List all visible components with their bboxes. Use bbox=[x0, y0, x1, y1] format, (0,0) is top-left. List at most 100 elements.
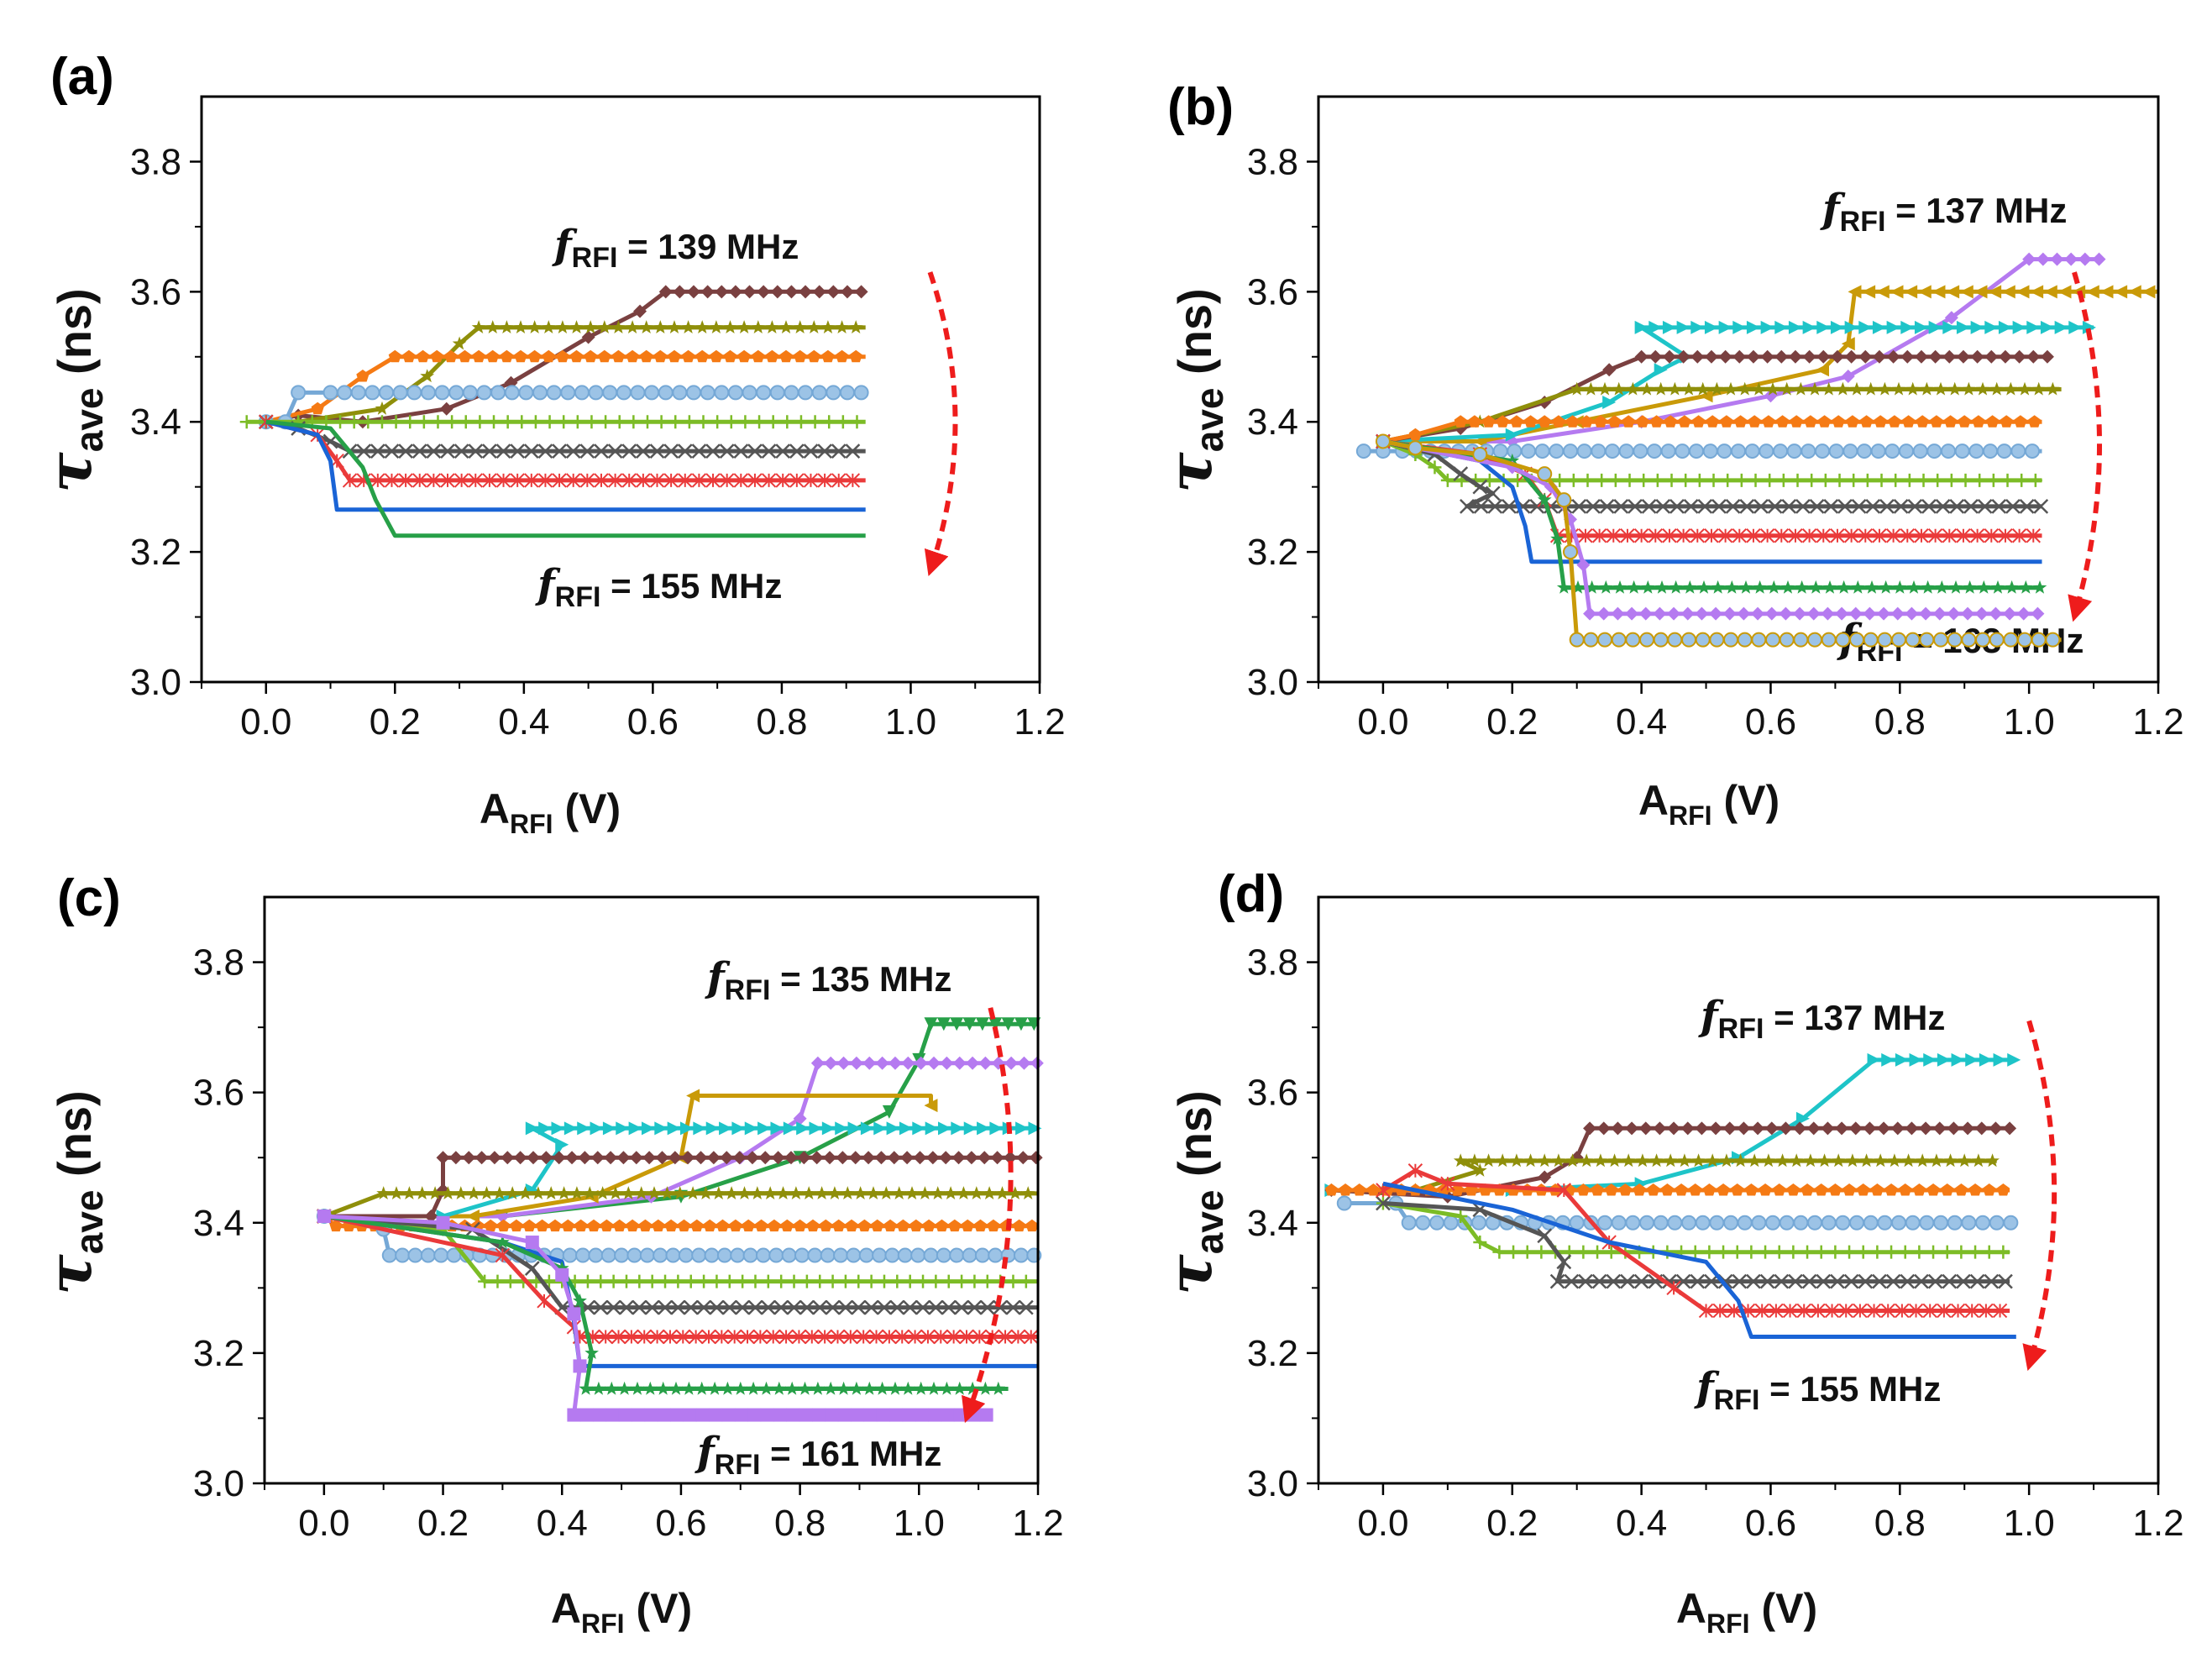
data-point-marker bbox=[1877, 1121, 1891, 1136]
data-point-marker bbox=[838, 1299, 853, 1315]
data-point-marker bbox=[1973, 473, 1987, 487]
data-point-marker bbox=[484, 1219, 497, 1232]
data-point-marker bbox=[768, 1219, 781, 1232]
data-point-marker bbox=[1553, 473, 1567, 487]
data-point-marker bbox=[1680, 606, 1695, 621]
data-point-marker bbox=[1838, 1303, 1853, 1319]
x-tick-label: 1.2 bbox=[2132, 701, 2183, 743]
data-point-marker bbox=[849, 1381, 864, 1395]
data-point-marker bbox=[699, 1186, 713, 1199]
data-point-marker bbox=[439, 401, 453, 416]
data-point-marker bbox=[1895, 1052, 1909, 1067]
data-point-marker bbox=[518, 385, 534, 401]
data-point-marker bbox=[1807, 381, 1822, 396]
data-point-marker bbox=[495, 473, 511, 488]
data-point-marker bbox=[1901, 1153, 1916, 1168]
y-tick-label: 3.0 bbox=[1247, 1463, 1298, 1504]
data-point-marker bbox=[526, 1151, 540, 1165]
data-point-marker bbox=[1937, 1052, 1951, 1067]
data-point-marker bbox=[587, 1219, 600, 1232]
data-point-marker bbox=[733, 443, 749, 459]
data-point-marker bbox=[1794, 381, 1808, 396]
data-point-marker bbox=[528, 349, 542, 363]
data-point-marker bbox=[1867, 1052, 1881, 1067]
data-point-marker bbox=[763, 1186, 778, 1199]
data-point-marker bbox=[755, 1219, 768, 1232]
data-point-marker bbox=[876, 1408, 890, 1422]
data-point-marker bbox=[574, 385, 590, 401]
data-point-marker bbox=[1695, 632, 1711, 648]
data-point-marker bbox=[1549, 443, 1565, 459]
data-point-marker bbox=[918, 1186, 932, 1199]
data-point-marker bbox=[863, 1408, 878, 1422]
data-point-marker bbox=[875, 1056, 889, 1070]
x-axis-title: ARFI (V) bbox=[1676, 1585, 1817, 1639]
data-point-marker bbox=[522, 1219, 536, 1232]
data-point-marker bbox=[1803, 1153, 1818, 1168]
data-point-marker bbox=[1841, 337, 1855, 351]
data-point-marker bbox=[1556, 1254, 1572, 1270]
data-point-marker bbox=[1886, 349, 1900, 364]
data-point-marker bbox=[1597, 1215, 1613, 1231]
data-point-marker bbox=[626, 1247, 642, 1263]
data-point-marker bbox=[786, 1299, 802, 1315]
data-point-marker bbox=[721, 1299, 737, 1315]
data-point-marker bbox=[619, 1299, 634, 1315]
data-point-marker bbox=[897, 1247, 913, 1263]
data-point-marker bbox=[1786, 443, 1802, 459]
data-point-marker bbox=[2026, 528, 2041, 543]
data-point-marker bbox=[1520, 1245, 1534, 1259]
data-point-marker bbox=[722, 1274, 736, 1288]
data-point-marker bbox=[1324, 1183, 1338, 1196]
data-point-marker bbox=[415, 1186, 430, 1199]
data-point-marker bbox=[1534, 1245, 1549, 1259]
data-point-marker bbox=[695, 349, 709, 363]
data-point-marker bbox=[1932, 606, 1947, 621]
data-point-marker bbox=[1453, 1153, 1468, 1168]
data-point-marker bbox=[1472, 479, 1488, 495]
data-point-marker bbox=[724, 415, 738, 429]
data-point-marker bbox=[1816, 349, 1831, 364]
data-point-marker bbox=[1857, 1183, 1870, 1196]
data-point-marker bbox=[500, 349, 513, 363]
data-point-marker bbox=[1675, 1183, 1688, 1196]
data-point-marker bbox=[1625, 632, 1641, 648]
data-point-marker bbox=[1695, 606, 1709, 621]
data-point-marker bbox=[750, 1186, 765, 1199]
data-point-marker bbox=[2064, 252, 2078, 266]
data-point-marker bbox=[2017, 381, 2032, 396]
data-point-marker bbox=[594, 473, 609, 488]
data-point-marker bbox=[2033, 499, 2049, 514]
data-point-marker bbox=[1737, 632, 1753, 648]
data-point-marker bbox=[375, 401, 390, 415]
data-point-marker bbox=[1691, 1153, 1706, 1168]
data-point-marker bbox=[1842, 1183, 1856, 1196]
data-point-marker bbox=[1612, 381, 1627, 396]
data-point-marker bbox=[1675, 443, 1690, 459]
data-point-marker bbox=[1947, 1121, 1961, 1136]
data-point-marker bbox=[1764, 606, 1779, 621]
data-point-marker bbox=[1468, 415, 1481, 428]
data-point-marker bbox=[1835, 1121, 1849, 1136]
data-point-marker bbox=[579, 1408, 594, 1422]
data-point-marker bbox=[1653, 606, 1667, 621]
data-point-marker bbox=[1943, 1153, 1958, 1168]
data-point-marker bbox=[389, 1186, 404, 1199]
data-point-marker bbox=[733, 473, 749, 488]
data-point-marker bbox=[1821, 1215, 1837, 1231]
data-point-marker bbox=[1975, 1215, 1991, 1231]
series bbox=[317, 1121, 1042, 1224]
data-point-marker bbox=[1947, 632, 1963, 648]
data-point-marker bbox=[775, 473, 790, 488]
data-point-marker bbox=[817, 1329, 832, 1345]
data-point-marker bbox=[2005, 580, 2019, 594]
data-point-marker bbox=[1695, 1121, 1709, 1136]
data-point-marker bbox=[709, 1299, 725, 1315]
data-point-marker bbox=[784, 285, 799, 299]
data-point-marker bbox=[1811, 1303, 1826, 1319]
data-point-marker bbox=[579, 443, 595, 459]
data-point-marker bbox=[1626, 381, 1640, 396]
data-point-marker bbox=[1003, 1151, 1017, 1165]
data-point-marker bbox=[1734, 415, 1748, 428]
data-point-marker bbox=[1879, 499, 1895, 514]
